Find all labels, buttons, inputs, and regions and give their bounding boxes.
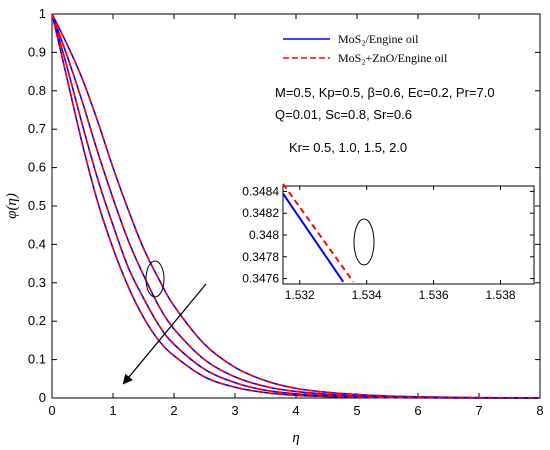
y-tick-label: 0.1: [28, 352, 46, 367]
x-tick-label: 0: [48, 403, 55, 418]
y-tick-label: 0.3: [28, 275, 46, 290]
inset-y-tick-label: 0.3476: [242, 272, 279, 286]
x-tick-label: 7: [475, 403, 482, 418]
y-tick-label: 0.2: [28, 313, 46, 328]
main-curve-ellipse: [145, 260, 165, 298]
inset-y-tick-label: 0.3478: [242, 250, 279, 264]
x-tick-label: 5: [353, 403, 360, 418]
legend-label-mos2: MoS₂/Engine oil: [338, 32, 419, 46]
inset-x-tick-label: 1.534: [352, 288, 382, 302]
main-axis-ticks: 0 1 2 3 4 5 6 7 8 0 0.1 0.2 0.3 0.4 0.5 0.6 0.7 0.8 0.9 1: [28, 6, 544, 418]
y-axis-label: φ(η): [4, 193, 20, 219]
y-tick-label: 0: [39, 390, 46, 405]
parameter-annotation-line-1: M=0.5, Kp=0.5, β=0.6, Ec=0.2, Pr=7.0: [275, 85, 495, 100]
inset-ellipse: [353, 218, 375, 266]
inset-y-tick-label: 0.3482: [242, 206, 279, 220]
inset-x-tick-label: 1.532: [285, 288, 315, 302]
y-tick-label: 0.4: [28, 236, 46, 251]
y-tick-label: 1: [39, 6, 46, 21]
curve-mos2-zno-kr-2.0: [51, 13, 541, 399]
kr-annotation: Kr= 0.5, 1.0, 1.5, 2.0: [289, 140, 407, 155]
x-tick-label: 1: [109, 403, 116, 418]
x-tick-label: 3: [231, 403, 238, 418]
inset-y-tick-label: 0.348: [249, 228, 279, 242]
inset-curve-mos2: [282, 193, 345, 283]
x-tick-label: 4: [292, 403, 299, 418]
y-tick-label: 0.7: [28, 121, 46, 136]
legend: MoS₂/Engine oil MoS₂+ZnO/Engine oil: [274, 24, 532, 74]
y-tick-label: 0.8: [28, 83, 46, 98]
kr-trend-arrow: [122, 283, 207, 385]
y-tick-label: 0.5: [28, 198, 46, 213]
inset-x-tick-label: 1.536: [419, 288, 449, 302]
legend-box: [274, 24, 532, 74]
legend-label-mos2-zno: MoS₂+ZnO/Engine oil: [338, 51, 448, 65]
parameter-annotation-line-2: Q=0.01, Sc=0.8, Sr=0.6: [275, 107, 412, 122]
x-tick-label: 6: [414, 403, 421, 418]
inset-plot-frame: [282, 185, 535, 285]
y-tick-label: 0.6: [28, 160, 46, 175]
x-tick-label: 8: [536, 403, 543, 418]
inset-axis-ticks: 1.532 1.534 1.536 1.538 0.3476 0.3478 0.348 0.3…: [242, 184, 534, 302]
x-axis-label: η: [292, 430, 299, 446]
inset-curve-mos2-zno: [282, 183, 355, 283]
main-curves: [51, 13, 541, 399]
inset-x-tick-label: 1.538: [486, 288, 516, 302]
y-tick-label: 0.9: [28, 44, 46, 59]
inset-curves: [282, 183, 355, 283]
x-tick-label: 2: [170, 403, 177, 418]
inset-y-tick-label: 0.3484: [242, 184, 279, 198]
